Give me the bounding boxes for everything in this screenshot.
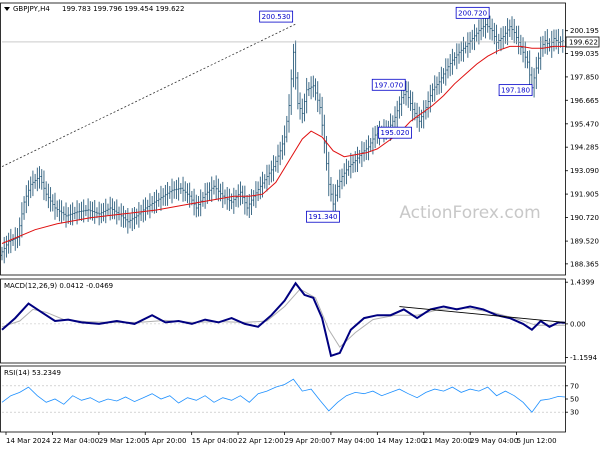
price-y-tick-label: 195.470: [570, 120, 599, 128]
price-y-tick-label: 194.285: [570, 144, 599, 152]
price-annotation-label: 197.070: [374, 81, 403, 89]
moving-average-line: [1, 45, 565, 244]
price-annotation-box: [498, 84, 533, 97]
x-axis-tick-label: 22 Mar 04:00: [52, 437, 99, 445]
macd-y-tick-label: 1.4399: [570, 279, 595, 287]
x-axis-tick-label: 29 May 04:00: [470, 437, 518, 445]
price-y-tick-label: 199.035: [570, 50, 599, 58]
instrument-label: GBPJPY,H4: [13, 5, 50, 13]
price-annotation-label: 200.530: [262, 13, 291, 21]
macd-frame: [0, 278, 566, 364]
rsi-line: [1, 378, 566, 413]
macd-divergence-line: [399, 306, 566, 323]
macd-title: MACD(12,26,9) 0.0412 -0.0469: [4, 282, 113, 290]
macd-main-line: [1, 281, 566, 358]
x-axis-tick-label: 21 May 20:00: [424, 437, 472, 445]
macd-panel: 1.4399 0.00 -1.1594 MACD(12,26,9) 0.0412 -0…: [0, 278, 598, 364]
x-axis-tick-label: 5 Jun 12:00: [517, 437, 557, 445]
x-axis-tick-label: 29 Apr 20:00: [285, 437, 331, 445]
price-y-tick-label: 193.090: [570, 167, 599, 175]
x-axis: 14 Mar 2024 22 Mar 04:00 29 Mar 12:00 5 Apr…: [5, 432, 557, 445]
rsi-y-tick-label: 50: [570, 396, 579, 404]
price-annotation-box: [259, 10, 294, 23]
x-axis-tick-label: 14 May 12:00: [377, 437, 425, 445]
x-axis-tick-label: 15 Apr 04:00: [192, 437, 238, 445]
macd-y-tick-label: 0.00: [570, 320, 586, 328]
price-annotation-box: [378, 126, 412, 139]
last-price-box: [565, 36, 600, 48]
price-y-tick-label: 188.365: [570, 260, 599, 268]
price-y-tick-label: 196.665: [570, 97, 599, 105]
price-annotation-label: 197.180: [501, 87, 530, 95]
macd-y-tick-label: -1.1594: [570, 354, 598, 362]
price-panel: 188.365 189.520 190.720 191.905 193.090 194.2…: [0, 2, 600, 276]
watermark: ActionForex.com: [399, 203, 540, 223]
price-annotation-box: [455, 6, 490, 19]
price-y-tick-label: 197.850: [570, 73, 599, 81]
price-annotation-label: 195.020: [381, 129, 410, 137]
x-axis-tick-label: 7 May 04:00: [331, 437, 375, 445]
rsi-panel: 70 50 30 RSI(14) 53.2349: [0, 365, 579, 433]
instrument-triangle-icon: [4, 7, 10, 11]
price-y-tick-label: 190.720: [570, 214, 599, 222]
rsi-y-tick-label: 30: [570, 409, 579, 417]
price-y-tick-label: 200.195: [570, 27, 599, 35]
last-price-label: 199.622: [569, 38, 598, 46]
price-frame: [0, 2, 566, 276]
price-y-tick-label: 191.905: [570, 191, 599, 199]
x-axis-tick-label: 5 Apr 20:00: [145, 437, 186, 445]
price-annotation-box: [306, 210, 340, 223]
ohlc-header: 199.783 199.796 199.454 199.622: [62, 5, 184, 13]
price-annotation-box: [371, 78, 406, 91]
price-annotation-label: 191.340: [308, 213, 337, 221]
x-axis-tick-label: 22 Apr 12:00: [238, 437, 284, 445]
rsi-title: RSI(14) 53.2349: [4, 369, 61, 377]
x-axis-tick-label: 29 Mar 12:00: [99, 437, 146, 445]
price-annotation-label: 200.720: [458, 9, 487, 17]
rsi-frame: [0, 365, 566, 433]
price-y-tick-label: 189.520: [570, 238, 599, 246]
rsi-y-tick-label: 70: [570, 382, 579, 390]
x-axis-tick-label: 14 Mar 2024: [6, 437, 51, 445]
